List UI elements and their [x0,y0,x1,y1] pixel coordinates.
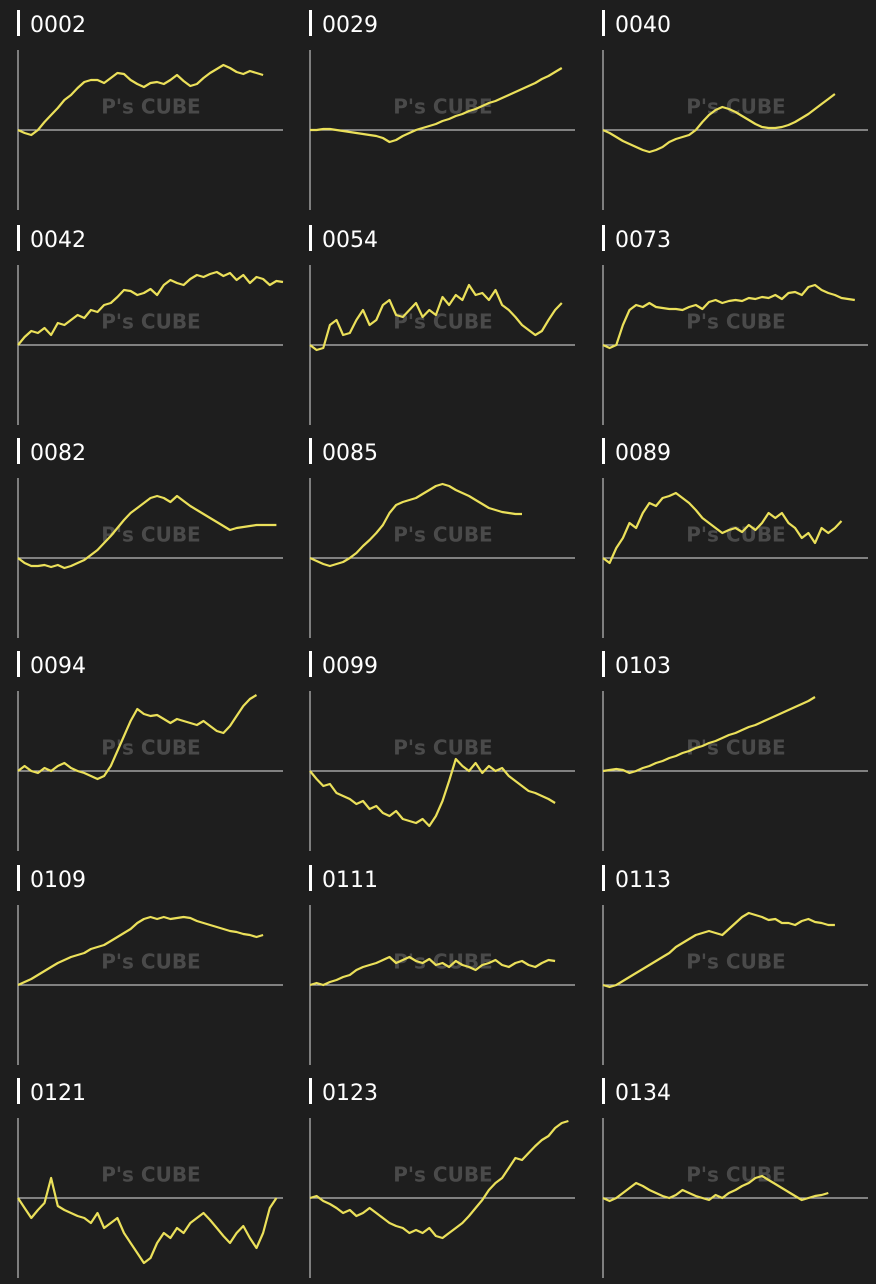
data-line [17,915,264,987]
watermark: P's CUBE [101,95,200,119]
data-line [309,757,556,828]
chart-title: 0073 [615,228,671,253]
title-bar [309,10,312,36]
watermark: P's CUBE [393,310,492,334]
title-bar [602,438,605,464]
watermark: P's CUBE [686,1163,785,1187]
chart-title: 0085 [322,441,378,466]
title-bar [309,865,312,891]
chart-title: 0002 [30,13,86,38]
data-line [309,482,522,568]
data-line [602,1174,829,1203]
data-line [602,283,855,350]
title-bar [17,651,20,677]
chart-title: 0099 [322,654,378,679]
data-line [602,491,843,565]
watermark: P's CUBE [686,310,785,334]
chart-title: 0029 [322,13,378,38]
title-bar [17,10,20,36]
data-line [309,955,556,987]
chart-title: 0040 [615,13,671,38]
data-line [17,1176,278,1265]
chart-title: 0042 [30,228,86,253]
title-bar [602,225,605,251]
data-line [17,270,284,346]
title-bar [309,651,312,677]
chart-title: 0123 [322,1081,378,1106]
data-line [17,494,277,570]
chart-title: 0054 [322,228,378,253]
watermark: P's CUBE [101,1163,200,1187]
watermark: P's CUBE [686,950,785,974]
watermark: P's CUBE [393,1163,492,1187]
watermark: P's CUBE [686,736,785,760]
watermark: P's CUBE [686,523,785,547]
chart-title: 0082 [30,441,86,466]
title-bar [309,225,312,251]
watermark: P's CUBE [101,950,200,974]
title-bar [309,438,312,464]
title-bar [17,865,20,891]
title-bar [17,1078,20,1104]
title-bar [602,651,605,677]
watermark: P's CUBE [393,736,492,760]
title-bar [602,10,605,36]
chart-title: 0109 [30,868,86,893]
watermark: P's CUBE [101,310,200,334]
watermark: P's CUBE [101,523,200,547]
chart-title: 0134 [615,1081,671,1106]
chart-title: 0113 [615,868,671,893]
data-line [17,63,264,137]
title-bar [602,865,605,891]
chart-title: 0094 [30,654,86,679]
watermark: P's CUBE [393,95,492,119]
data-line [602,911,835,989]
title-bar [17,438,20,464]
data-line [310,67,563,144]
chart-title: 0103 [615,654,671,679]
data-line [17,694,258,781]
chart-title: 0111 [322,868,378,893]
title-bar [602,1078,605,1104]
watermark: P's CUBE [686,95,785,119]
title-bar [309,1078,312,1104]
data-line [309,1119,569,1240]
chart-title: 0089 [615,441,671,466]
data-line [602,696,816,775]
chart-title: 0121 [30,1081,86,1106]
data-line [602,93,836,154]
title-bar [17,225,20,251]
watermark: P's CUBE [393,523,492,547]
data-line [309,283,563,352]
watermark: P's CUBE [393,950,492,974]
